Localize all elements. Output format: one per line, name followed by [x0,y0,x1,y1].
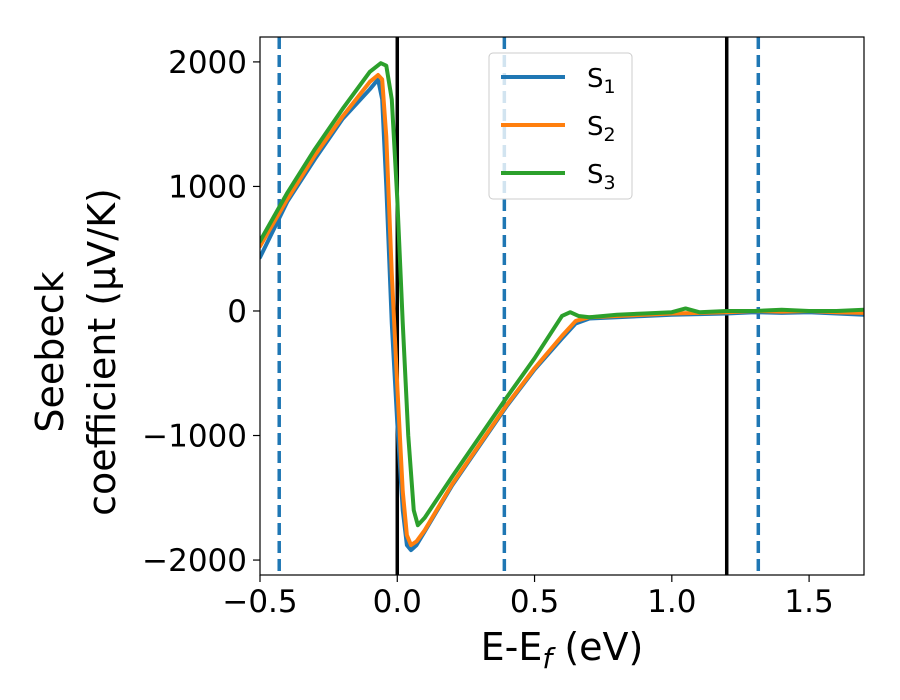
y-axis-label-line1: Seebeck [28,271,72,432]
legend-label-s3: S3 [587,160,616,194]
legend-label-s2: S2 [587,112,616,146]
x-axis-label-unit: (eV) [552,625,643,669]
plot-frame [259,36,865,576]
y-tick-label: −1000 [142,419,247,455]
legend: S1 S2 S3 [488,52,633,200]
y-tick-label: 2000 [168,45,247,81]
y-axis-label-line2: coefficient (μV/K) [80,188,124,516]
legend-label-s1: S1 [587,64,616,98]
y-tick-label: 1000 [168,169,247,205]
y-tick-label: −2000 [142,543,247,579]
x-tick-label: 0.5 [510,584,559,620]
x-axis-label-main: E-E [481,625,543,669]
y-tick-label: 0 [227,294,247,330]
x-tick-label: 1.5 [784,584,833,620]
x-axis-label: E-Ef (eV) [481,625,644,675]
x-tick-label: −0.5 [222,584,297,620]
x-tick-label: 1.0 [647,584,696,620]
x-tick-label: 0.0 [373,584,422,620]
series-line-s3 [260,61,864,528]
